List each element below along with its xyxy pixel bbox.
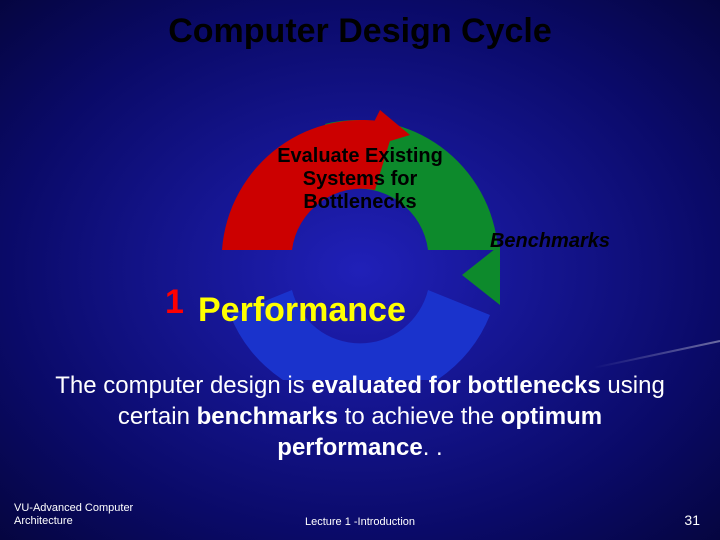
cycle-diagram: Evaluate Existing Systems for Bottleneck… — [150, 100, 570, 360]
benchmarks-label: Benchmarks — [490, 230, 610, 253]
performance-label: Performance — [198, 291, 406, 330]
desc-bold1: evaluated for bottlenecks — [311, 372, 600, 399]
evaluate-line3: Bottlenecks — [303, 191, 416, 213]
footer-right: 31 — [684, 512, 700, 528]
decorative-line — [593, 340, 720, 369]
desc-suffix: . . — [423, 434, 443, 461]
footer-left: VU-Advanced Computer Architecture — [14, 502, 133, 528]
footer-left-line2: Architecture — [14, 515, 73, 527]
step-number: 1 — [165, 283, 184, 322]
evaluate-line2: Systems for — [303, 168, 418, 190]
slide-title: Computer Design Cycle — [0, 0, 720, 51]
footer-left-line1: VU-Advanced Computer — [14, 502, 133, 514]
arc-green-arrow — [462, 245, 500, 305]
evaluate-line1: Evaluate Existing — [277, 145, 443, 167]
evaluate-label: Evaluate Existing Systems for Bottleneck… — [277, 145, 443, 214]
desc-mid2: to achieve the — [338, 403, 501, 430]
desc-bold2: benchmarks — [197, 403, 338, 430]
description-text: The computer design is evaluated for bot… — [40, 370, 680, 464]
footer-center: Lecture 1 -Introduction — [305, 516, 415, 528]
desc-prefix: The computer design is — [55, 372, 311, 399]
